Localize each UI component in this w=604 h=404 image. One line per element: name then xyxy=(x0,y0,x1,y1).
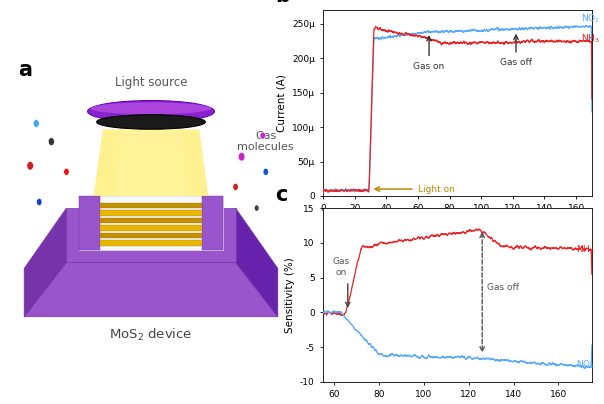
Ellipse shape xyxy=(91,102,211,114)
Text: Light on: Light on xyxy=(418,185,455,194)
Text: Gas off: Gas off xyxy=(487,284,519,292)
Text: Gas
molecules: Gas molecules xyxy=(237,131,294,152)
Y-axis label: Sensitivity (%): Sensitivity (%) xyxy=(284,257,295,333)
Polygon shape xyxy=(100,210,202,216)
Polygon shape xyxy=(100,202,202,208)
Polygon shape xyxy=(94,130,208,196)
Y-axis label: Current (A): Current (A) xyxy=(276,74,286,132)
Ellipse shape xyxy=(260,132,266,139)
Ellipse shape xyxy=(254,205,259,211)
Polygon shape xyxy=(236,208,278,317)
Polygon shape xyxy=(100,233,202,238)
Ellipse shape xyxy=(263,168,268,175)
Text: Gas on: Gas on xyxy=(414,62,445,71)
Polygon shape xyxy=(24,263,278,317)
Ellipse shape xyxy=(33,120,39,127)
Text: NH$_3$: NH$_3$ xyxy=(581,33,600,45)
Ellipse shape xyxy=(27,162,34,170)
Text: MoS$_2$ device: MoS$_2$ device xyxy=(109,327,193,343)
Text: Light source: Light source xyxy=(115,76,187,89)
Polygon shape xyxy=(24,208,66,317)
Ellipse shape xyxy=(48,138,54,145)
Text: b: b xyxy=(275,0,290,6)
Polygon shape xyxy=(66,208,236,263)
Polygon shape xyxy=(79,196,223,250)
Text: NO$_2$: NO$_2$ xyxy=(581,12,600,25)
Text: Gas
on: Gas on xyxy=(332,257,350,277)
Polygon shape xyxy=(100,218,202,223)
Polygon shape xyxy=(115,130,187,196)
Ellipse shape xyxy=(238,152,245,161)
Polygon shape xyxy=(100,240,202,246)
Ellipse shape xyxy=(88,101,214,122)
Ellipse shape xyxy=(97,115,205,129)
Text: NH$_3$: NH$_3$ xyxy=(576,244,595,256)
Text: a: a xyxy=(18,60,32,80)
Text: c: c xyxy=(275,185,287,204)
Ellipse shape xyxy=(64,168,69,175)
Text: Gas off: Gas off xyxy=(500,58,532,67)
X-axis label: Time (sec): Time (sec) xyxy=(431,219,484,229)
Text: NO$_2$: NO$_2$ xyxy=(576,358,596,370)
Polygon shape xyxy=(100,225,202,231)
Ellipse shape xyxy=(37,198,42,206)
Polygon shape xyxy=(202,196,223,250)
Polygon shape xyxy=(79,196,100,250)
Ellipse shape xyxy=(233,183,238,190)
